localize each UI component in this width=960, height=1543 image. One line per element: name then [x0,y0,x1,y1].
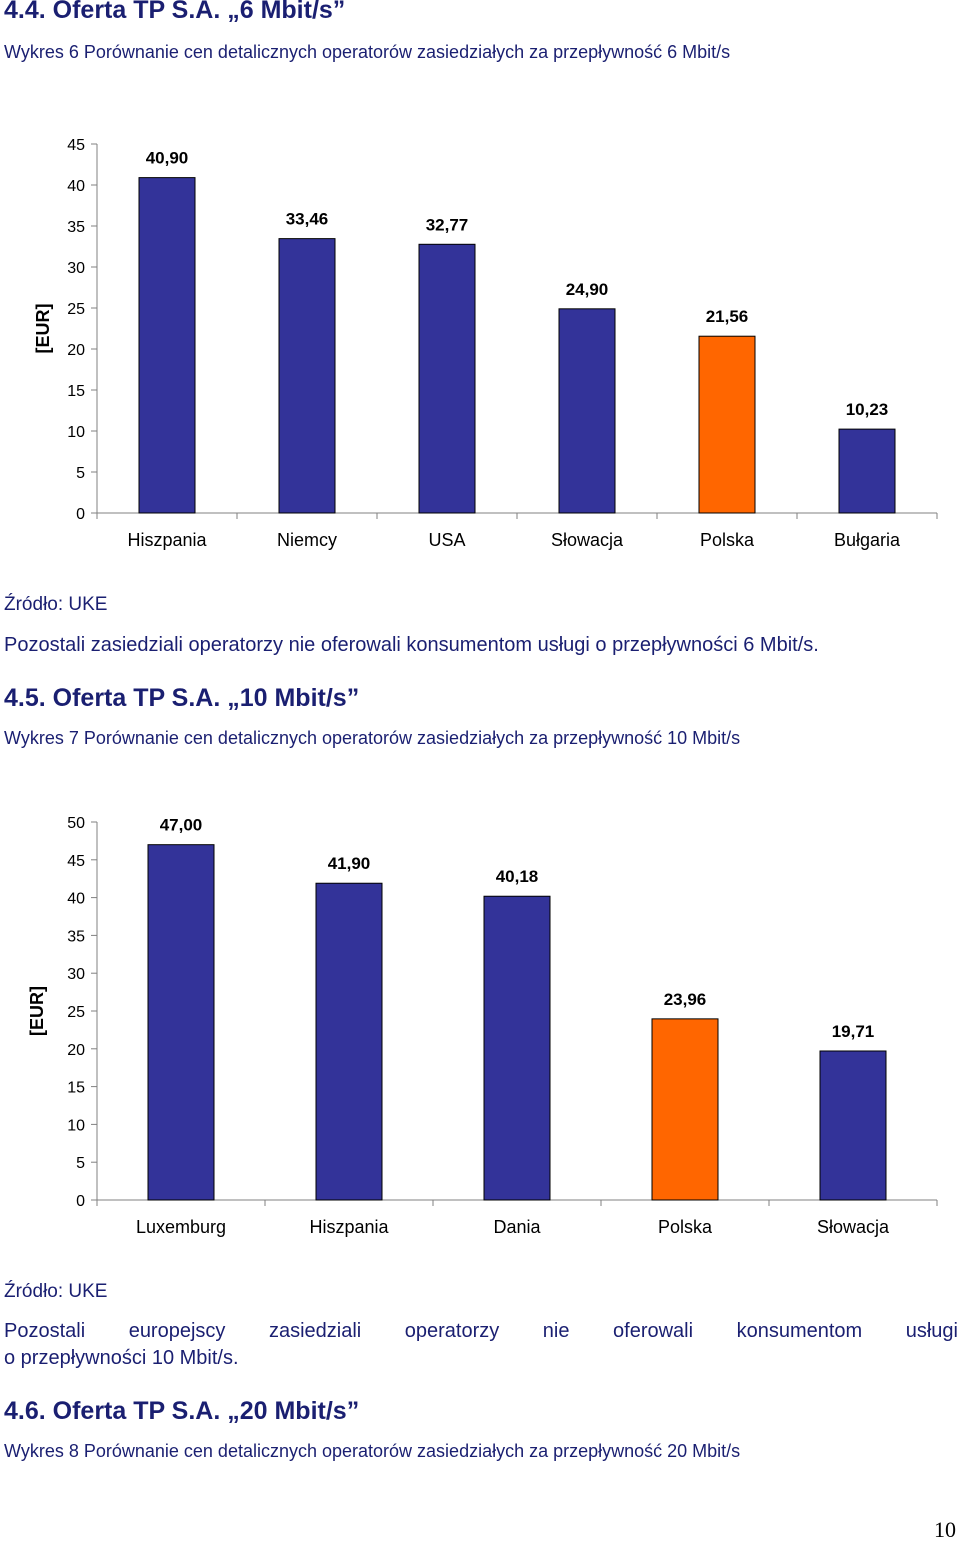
bar-value-label: 32,77 [426,215,469,234]
bar-value-label: 40,90 [146,149,189,168]
bar-value-label: 19,71 [832,1022,875,1041]
bar-value-label: 47,00 [160,816,203,835]
y-tick-label: 20 [67,342,85,359]
category-label: Dania [493,1217,541,1237]
y-tick-label: 45 [67,137,85,154]
category-label: Niemcy [277,530,337,550]
y-tick-label: 5 [76,465,85,482]
y-axis-label: [EUR] [33,304,53,354]
category-label: Hiszpania [309,1217,389,1237]
y-tick-label: 15 [67,383,85,400]
category-label: Słowacja [551,530,624,550]
source-note-1: Źródło: UKE [4,594,108,615]
bar-value-label: 33,46 [286,210,329,229]
y-tick-label: 15 [67,1080,85,1097]
page-number: 10 [934,1517,956,1542]
price-chart-10mbit: 0 5 10 15 20 25 30 35 40 45 50 [EUR] 47,00 Luxemburg 4… [27,815,938,1237]
price-chart-6mbit: 0 5 10 15 20 25 30 35 40 45 [EUR] 40,90 Hiszpania 33,… [33,137,938,550]
bar-bułgaria [838,428,896,514]
category-label: Polska [658,1217,713,1237]
section-heading-4-6: 4.6. Oferta TP S.A. „20 Mbit/s” [4,1397,360,1425]
y-tick-label: 50 [67,815,85,832]
bar-polska [698,335,756,514]
y-axis-label: [EUR] [27,986,47,1036]
bar-słowacja [558,308,616,514]
bar-value-label: 41,90 [328,854,371,873]
y-tick-label: 5 [76,1155,85,1172]
bar-polska [651,1018,719,1201]
y-tick-label: 25 [67,301,85,318]
category-label: Polska [700,530,755,550]
category-label: Luxemburg [136,1217,226,1237]
y-tick-label: 30 [67,260,85,277]
y-tick-label: 40 [67,178,85,195]
bar-luxemburg [147,844,215,1201]
chart-caption-7: Wykres 7 Porównanie cen detalicznych ope… [4,728,741,748]
bar-słowacja [819,1050,887,1201]
chart-caption-6: Wykres 6 Porównanie cen detalicznych ope… [4,42,731,62]
note-10mbit-line2: o przepływności 10 Mbit/s. [4,1347,239,1369]
y-tick-label: 10 [67,424,85,441]
bar-hiszpania [138,177,196,514]
bar-value-label: 40,18 [496,867,539,886]
note-10mbit-line1: Pozostali europejscy zasiedziali operato… [4,1320,958,1342]
y-tick-label: 10 [67,1117,85,1134]
chart-caption-8: Wykres 8 Porównanie cen detalicznych ope… [4,1441,741,1461]
y-tick-label: 45 [67,853,85,870]
y-tick-label: 0 [76,1193,85,1210]
bar-dania [483,895,551,1201]
y-tick-label: 40 [67,891,85,908]
category-label: USA [428,530,465,550]
y-tick-label: 25 [67,1004,85,1021]
y-tick-label: 35 [67,928,85,945]
y-tick-label: 35 [67,219,85,236]
bar-value-label: 24,90 [566,280,609,299]
note-6mbit: Pozostali zasiedziali operatorzy nie ofe… [4,634,819,656]
category-label: Hiszpania [127,530,207,550]
category-label: Słowacja [817,1217,890,1237]
bar-hiszpania [315,882,383,1201]
bar-value-label: 21,56 [706,307,749,326]
section-heading-4-4: 4.4. Oferta TP S.A. „6 Mbit/s” [4,0,346,24]
category-label: Bułgaria [834,530,901,550]
bar-value-label: 10,23 [846,400,889,419]
bar-value-label: 23,96 [664,990,707,1009]
source-note-2: Źródło: UKE [4,1281,108,1302]
bar-niemcy [278,238,336,514]
section-heading-4-5: 4.5. Oferta TP S.A. „10 Mbit/s” [4,684,360,712]
y-tick-label: 0 [76,506,85,523]
bar-usa [418,243,476,514]
y-tick-label: 30 [67,966,85,983]
y-tick-label: 20 [67,1042,85,1059]
